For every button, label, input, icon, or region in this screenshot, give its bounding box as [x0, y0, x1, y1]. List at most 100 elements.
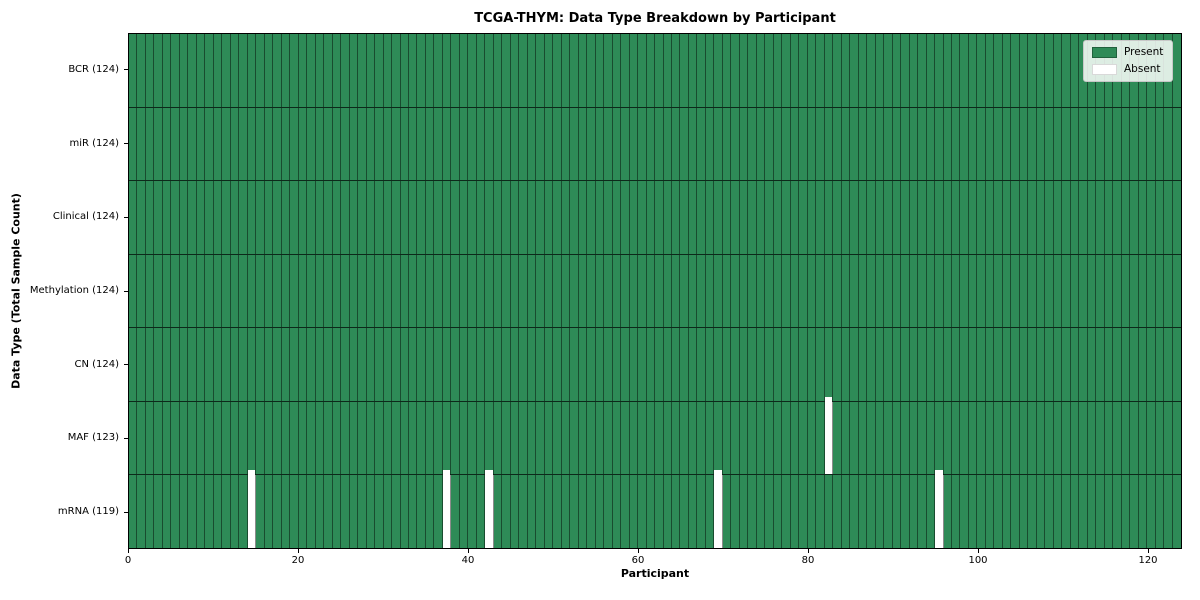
heatmap-cell: [510, 254, 520, 328]
heatmap-cell: [739, 475, 749, 549]
heatmap-cell: [392, 254, 401, 328]
heatmap-cell: [247, 181, 257, 254]
heatmap-cell: [349, 475, 359, 549]
heatmap-cell: [1164, 181, 1173, 254]
heatmap-cell: [171, 475, 180, 549]
heatmap-cell: [697, 107, 706, 181]
heatmap-cell: [1070, 181, 1080, 254]
heatmap-cell: [790, 34, 800, 107]
heatmap-cell: [451, 34, 460, 107]
heatmap-cell: [358, 328, 367, 401]
heatmap-cell: [425, 475, 435, 549]
heatmap-cell: [960, 107, 969, 181]
heatmap-cell: [417, 401, 426, 475]
heatmap-cell: [875, 107, 885, 181]
heatmap-cell: [239, 34, 248, 107]
heatmap-cell: [646, 475, 656, 549]
heatmap-cell: [918, 328, 927, 401]
heatmap-cell: [171, 401, 180, 475]
heatmap-cell: [977, 401, 986, 475]
heatmap-cell: [850, 328, 859, 401]
heatmap-cell: [290, 34, 299, 107]
heatmap-cell: [1147, 107, 1156, 181]
heatmap-cell: [773, 181, 783, 254]
heatmap-cell: [188, 107, 197, 181]
heatmap-cell: [773, 34, 783, 107]
heatmap-cell: [799, 475, 808, 549]
heatmap-cell: [604, 254, 613, 328]
heatmap-cell: [256, 328, 265, 401]
heatmap-cell: [247, 254, 257, 328]
heatmap-cell: [273, 254, 282, 328]
heatmap-cell: [688, 328, 698, 401]
heatmap-cell: [824, 328, 834, 401]
heatmap-cell: [519, 328, 528, 401]
heatmap-cell: [451, 328, 460, 401]
heatmap-cell: [281, 475, 291, 549]
heatmap-cell: [349, 328, 359, 401]
heatmap-cell: [765, 475, 774, 549]
heatmap-cell: [1028, 107, 1037, 181]
heatmap-cell: [485, 34, 494, 107]
heatmap-cell: [884, 181, 893, 254]
heatmap-cell: [884, 254, 893, 328]
heatmap-cell: [1070, 34, 1080, 107]
heatmap-cell: [527, 107, 537, 181]
heatmap-cell: [341, 181, 350, 254]
heatmap-cell: [663, 328, 672, 401]
heatmap-cell: [1172, 254, 1181, 328]
heatmap-cell: [578, 181, 588, 254]
heatmap-cell: [951, 328, 961, 401]
heatmap-cell: [468, 475, 477, 549]
heatmap-cell: [816, 181, 825, 254]
heatmap-cell: [994, 254, 1003, 328]
heatmap-cell: [638, 34, 647, 107]
heatmap-cell: [1079, 401, 1088, 475]
heatmap-cell: [688, 181, 698, 254]
heatmap-cell: [867, 107, 876, 181]
heatmap-cell: [714, 328, 723, 401]
y-tick-mark: [124, 290, 128, 292]
heatmap-cell: [731, 107, 740, 181]
x-tick-label: 40: [461, 555, 475, 566]
y-tick-mark: [124, 69, 128, 71]
heatmap-cell: [493, 475, 503, 549]
heatmap-cell: [595, 475, 605, 549]
legend: Present Absent: [1083, 40, 1174, 82]
heatmap-cell: [646, 181, 656, 254]
heatmap-cell: [646, 401, 656, 475]
heatmap-cell: [943, 107, 952, 181]
heatmap-cell: [476, 328, 486, 401]
heatmap-cell: [578, 107, 588, 181]
heatmap-cell: [561, 181, 571, 254]
heatmap-cell: [756, 107, 766, 181]
heatmap-cell: [875, 475, 885, 549]
heatmap-cell: [375, 254, 384, 328]
heatmap-cell: [570, 181, 579, 254]
heatmap-cell: [137, 107, 146, 181]
heatmap-cell: [1070, 328, 1080, 401]
heatmap-cell: [892, 34, 902, 107]
heatmap-cell: [1138, 107, 1148, 181]
heatmap-cell: [833, 328, 842, 401]
heatmap-cell: [1019, 401, 1029, 475]
heatmap-cell: [561, 401, 571, 475]
heatmap-cell: [434, 181, 443, 254]
heatmap-cell: [918, 181, 927, 254]
heatmap-cell: [680, 107, 689, 181]
heatmap-cell: [833, 181, 842, 254]
heatmap-cell: [655, 254, 664, 328]
heatmap-cell: [256, 181, 265, 254]
heatmap-cell: [273, 401, 282, 475]
heatmap-cell: [790, 401, 800, 475]
heatmap-cell: [179, 254, 189, 328]
heatmap-cell: [604, 107, 613, 181]
heatmap-cell: [544, 328, 554, 401]
heatmap-cell: [553, 401, 562, 475]
heatmap-cell: [901, 34, 910, 107]
heatmap-cell: [951, 107, 961, 181]
heatmap-cell: [833, 254, 842, 328]
heatmap-cell: [943, 181, 952, 254]
x-tick-mark: [127, 549, 129, 553]
heatmap-cell: [205, 107, 214, 181]
